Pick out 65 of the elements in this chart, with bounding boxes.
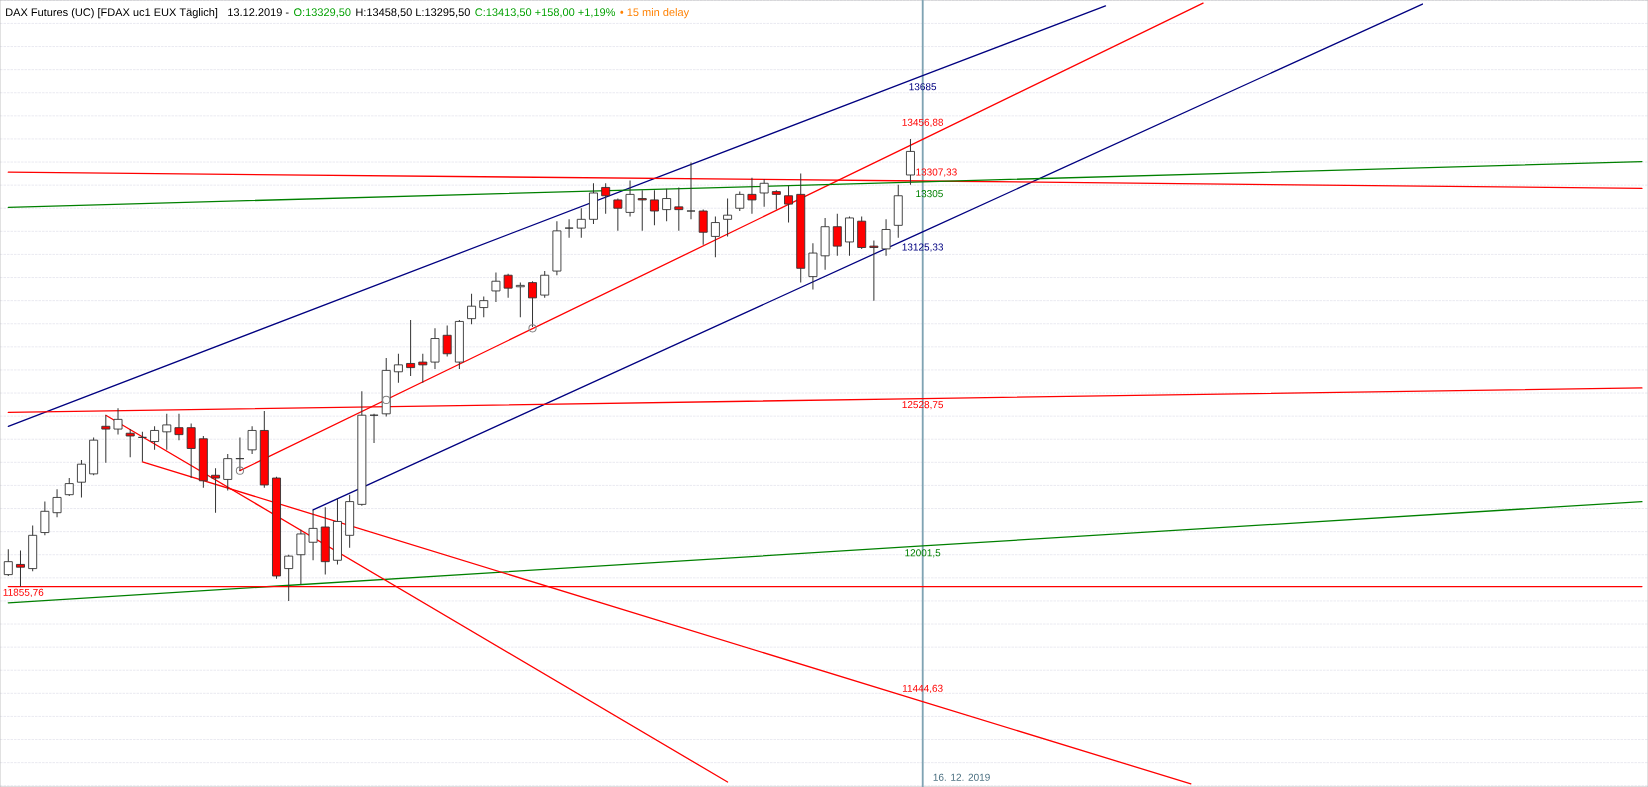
annotation: 13685 [909, 83, 937, 91]
annotation: 13125,33 [902, 243, 944, 252]
candlestick [247, 425, 257, 455]
candlestick [296, 529, 306, 585]
candlestick [905, 138, 915, 186]
candlestick [784, 185, 794, 224]
text: 16. 12. 2019 [933, 773, 990, 781]
annotation: 12001,5 [905, 549, 941, 558]
annotation: 13305 [916, 190, 943, 198]
candlestick [418, 353, 428, 384]
candlestick [735, 191, 745, 212]
candlestick [881, 218, 891, 257]
candlestick [576, 207, 586, 239]
annotation: 11855,76 [3, 588, 44, 598]
candlestick [223, 453, 233, 492]
candlestick [52, 488, 62, 518]
candlestick [564, 218, 574, 239]
candlestick [832, 213, 842, 257]
candlestick [649, 189, 659, 226]
candlestick [771, 189, 781, 211]
candlestick [540, 270, 550, 299]
text: • 15 min delay [620, 8, 690, 19]
candlestick [662, 188, 672, 222]
text: H:13458,50 L:13295,50 [356, 8, 470, 18]
candlestick [467, 293, 477, 325]
chart-subtitle: 13.12.2019 - [228, 8, 289, 17]
candlestick [869, 240, 879, 302]
candlestick [284, 554, 294, 602]
candlestick [442, 325, 452, 358]
candlestick [393, 353, 403, 384]
text: O:13329,50 [294, 8, 351, 18]
candlestick [430, 327, 440, 370]
candlestick [150, 425, 160, 451]
candlestick [162, 413, 172, 451]
candlestick [308, 509, 318, 561]
chart-title: DAX Futures (UC) [FDAX uc1 EUX Täglich] [6, 8, 218, 19]
candlestick [64, 477, 74, 497]
candlestick [3, 548, 13, 577]
annotation: 11444,63 [902, 684, 943, 694]
candlestick [686, 162, 696, 220]
candlestick [808, 242, 818, 291]
candlestick [698, 209, 708, 246]
candlestick [491, 271, 501, 303]
candlestick [503, 273, 513, 299]
candlestick [613, 198, 623, 232]
candlestick [174, 413, 184, 441]
candlestick [125, 428, 135, 458]
candlestick [113, 407, 123, 436]
candlestick [674, 186, 684, 232]
candlestick [637, 189, 647, 232]
annotation: 13456,88 [902, 118, 944, 128]
candlestick [406, 319, 416, 377]
annotation: 12528,75 [902, 401, 944, 410]
candlestick [723, 198, 733, 237]
candlestick [40, 501, 50, 536]
candlestick [515, 282, 525, 318]
annotation: 13307,33 [916, 168, 957, 177]
candlestick [76, 459, 86, 498]
candlestick [710, 216, 720, 258]
candlestick [625, 180, 635, 218]
candlestick [211, 467, 221, 514]
candlestick [479, 295, 489, 318]
candlestick [759, 178, 769, 208]
candlestick [601, 182, 611, 215]
text: C:13413,50 +158,00 +1,19% [475, 8, 616, 18]
